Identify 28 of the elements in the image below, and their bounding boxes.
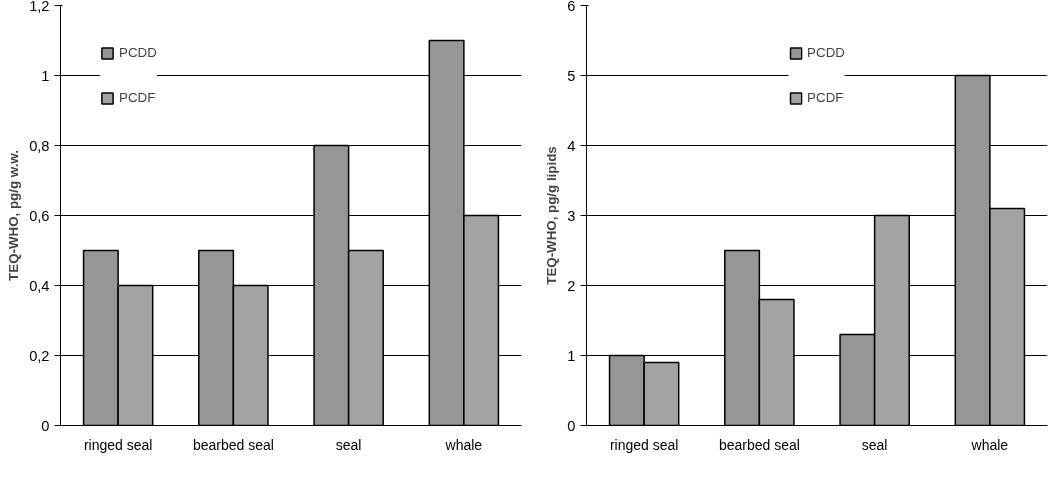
y-tick-label: 0,8 <box>29 137 50 154</box>
x-tick-label: ringed seal <box>83 436 153 453</box>
legend-label: PCDD <box>119 45 157 60</box>
y-tick-label: 0,2 <box>29 347 50 364</box>
legend-label: PCDF <box>807 90 844 105</box>
y-tick-label: 1 <box>567 347 576 364</box>
y-tick-label: 5 <box>567 67 576 84</box>
legend-label: PCDD <box>807 45 845 60</box>
x-tick-label: bearbed seal <box>718 436 800 453</box>
y-tick-label: 4 <box>567 137 576 154</box>
y-tick-label: 3 <box>567 207 576 224</box>
y-tick-label: 0 <box>41 417 50 434</box>
y-axis-title: TEQ-WHO, pg/g w.w. <box>6 150 22 281</box>
legend-label: PCDF <box>119 90 156 105</box>
x-tick-label: whale <box>444 436 483 453</box>
x-tick-label: seal <box>861 436 888 453</box>
y-tick-label: 0 <box>567 417 576 434</box>
y-tick-label: 1 <box>41 67 50 84</box>
y-tick-label: 1,2 <box>29 0 50 14</box>
y-axis-title: TEQ-WHO, pg/g lipids <box>544 146 560 285</box>
y-tick-label: 0,6 <box>29 207 50 224</box>
y-tick-label: 2 <box>567 277 576 294</box>
x-tick-label: bearbed seal <box>192 436 274 453</box>
x-tick-label: whale <box>970 436 1009 453</box>
y-tick-label: 0,4 <box>29 277 50 294</box>
x-tick-label: ringed seal <box>609 436 679 453</box>
y-tick-label: 6 <box>567 0 576 14</box>
x-tick-label: seal <box>335 436 362 453</box>
